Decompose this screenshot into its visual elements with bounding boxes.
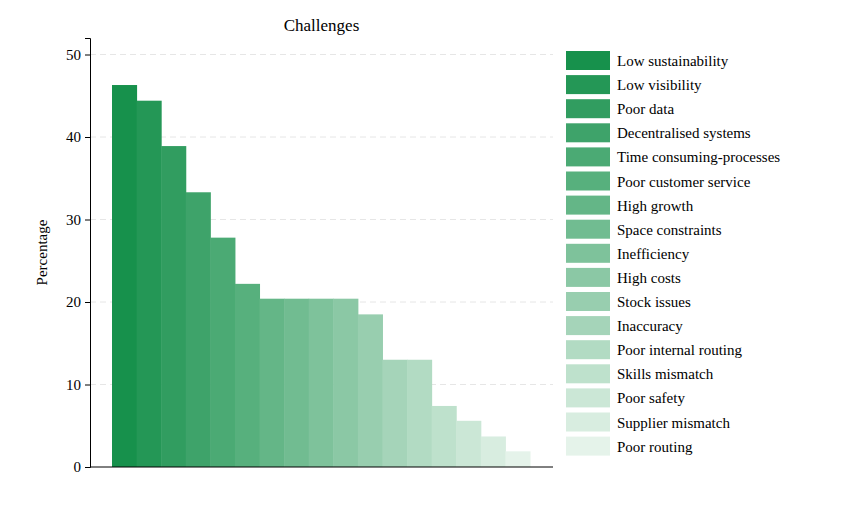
legend-item: Poor safety xyxy=(566,388,685,407)
bar xyxy=(382,360,407,467)
legend-swatch xyxy=(566,437,610,456)
bar xyxy=(235,284,260,467)
legend-item: Skills mismatch xyxy=(566,364,714,383)
legend-item: Poor routing xyxy=(566,437,693,456)
legend-swatch xyxy=(566,51,610,70)
legend-item: Poor internal routing xyxy=(566,340,742,359)
bar xyxy=(456,421,481,467)
tick-label: 20 xyxy=(66,294,81,310)
legend-swatch xyxy=(566,172,610,191)
legend-swatch xyxy=(566,99,610,118)
legend-item: Low sustainability xyxy=(566,51,729,70)
legend-swatch xyxy=(566,147,610,166)
bar xyxy=(161,146,186,467)
grid-line xyxy=(90,54,553,55)
legend-swatch xyxy=(566,268,610,287)
legend-item: Inefficiency xyxy=(566,244,690,263)
bar xyxy=(137,101,162,467)
legend-item: Stock issues xyxy=(566,292,691,311)
legend-label: Poor customer service xyxy=(617,174,751,190)
legend-label: Inaccuracy xyxy=(617,318,683,334)
bar xyxy=(505,451,530,467)
legend-label: Poor internal routing xyxy=(617,342,742,358)
legend-label: Poor safety xyxy=(617,390,685,406)
legend-item: Poor data xyxy=(566,99,674,118)
tick-label: 50 xyxy=(66,47,81,63)
legend-swatch xyxy=(566,292,610,311)
tick: 30 xyxy=(66,212,90,228)
legend-item: Space constraints xyxy=(566,220,722,239)
tick-mark xyxy=(85,467,90,468)
legend-label: Low visibility xyxy=(617,77,702,93)
legend-swatch xyxy=(566,75,610,94)
legend-label: Decentralised systems xyxy=(617,125,751,141)
y-axis-title: Percentage xyxy=(34,219,50,285)
tick: 20 xyxy=(66,294,90,310)
legend-label: Poor data xyxy=(617,101,674,117)
bar xyxy=(284,299,309,467)
legend-swatch xyxy=(566,413,610,432)
legend-swatch xyxy=(566,196,610,215)
legend-item: Decentralised systems xyxy=(566,123,751,142)
bar xyxy=(407,360,432,467)
bar xyxy=(309,299,334,467)
legend-item: Supplier mismatch xyxy=(566,413,730,432)
tick: 10 xyxy=(66,377,90,393)
legend-swatch xyxy=(566,388,610,407)
legend-label: Supplier mismatch xyxy=(617,415,730,431)
tick-label: 0 xyxy=(74,459,82,475)
x-axis-line xyxy=(90,467,553,468)
legend-item: High growth xyxy=(566,196,694,215)
legend-item: Inaccuracy xyxy=(566,316,683,335)
legend-label: High growth xyxy=(617,198,694,214)
legend-label: Poor routing xyxy=(617,439,693,455)
legend-swatch xyxy=(566,364,610,383)
legend-label: Skills mismatch xyxy=(617,366,714,382)
tick: 0 xyxy=(74,459,91,475)
tick-label: 10 xyxy=(66,377,81,393)
bars xyxy=(112,85,531,467)
bar xyxy=(260,299,285,467)
legend-label: High costs xyxy=(617,270,681,286)
bar xyxy=(358,314,383,467)
bar xyxy=(112,85,137,467)
legend-item: Low visibility xyxy=(566,75,702,94)
bar xyxy=(481,436,506,467)
tick-mark xyxy=(85,385,90,386)
bar xyxy=(333,299,358,467)
legend-label: Stock issues xyxy=(617,294,691,310)
bar xyxy=(186,192,211,467)
legend-item: Time consuming-processes xyxy=(566,147,780,166)
legend-item: Poor customer service xyxy=(566,172,751,191)
tick-mark xyxy=(85,55,90,56)
legend-item: High costs xyxy=(566,268,681,287)
legend-swatch xyxy=(566,340,610,359)
tick: 40 xyxy=(66,129,90,145)
chart: 0 10 20 30 40 50 Challenges Percentage Low susta… xyxy=(0,0,845,515)
y-axis: 0 10 20 30 40 50 xyxy=(66,39,91,476)
legend-label: Time consuming-processes xyxy=(617,149,780,165)
tick: 50 xyxy=(66,47,90,63)
tick-label: 30 xyxy=(66,212,81,228)
legend: Low sustainability Low visibility Poor dat… xyxy=(566,51,780,456)
title: Challenges xyxy=(284,16,360,35)
y-axis-line xyxy=(85,39,91,468)
bar xyxy=(210,238,235,467)
legend-label: Inefficiency xyxy=(617,246,690,262)
legend-swatch xyxy=(566,123,610,142)
tick-mark xyxy=(85,302,90,303)
legend-label: Space constraints xyxy=(617,222,722,238)
bar xyxy=(432,406,457,467)
legend-swatch xyxy=(566,220,610,239)
tick-mark xyxy=(85,220,90,221)
tick-label: 40 xyxy=(66,129,81,145)
tick-mark xyxy=(85,137,90,138)
legend-label: Low sustainability xyxy=(617,53,729,69)
legend-swatch xyxy=(566,316,610,335)
legend-swatch xyxy=(566,244,610,263)
